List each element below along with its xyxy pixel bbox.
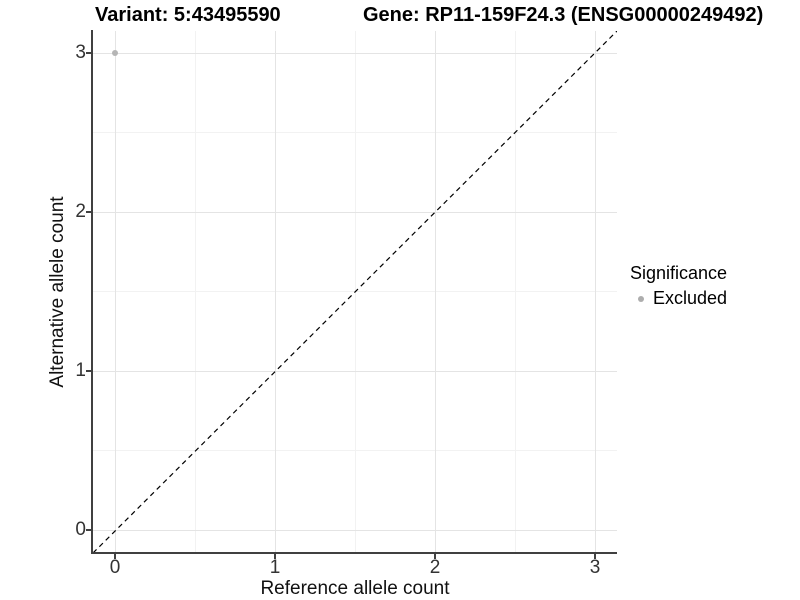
x-tickmark-2 [434,554,436,559]
y-tick-label-1: 1 [75,360,86,381]
x-tickmark-1 [274,554,276,559]
x-tick-label-2: 2 [429,557,441,578]
gridline-y-1 [93,371,617,372]
gridline-x-0 [115,31,116,553]
gridline-x-2 [435,31,436,553]
y-axis-line [91,30,93,554]
gridline-x-2.5 [515,31,516,553]
y-axis-title: Alternative allele count [47,196,68,388]
y-tickmark-1 [86,370,91,372]
gridline-y-3 [93,53,617,54]
legend-item-excluded: Excluded [630,288,727,309]
variant-title: Variant: 5:43495590 [95,4,281,26]
y-tick-label-3: 3 [75,42,86,63]
legend-item-label: Excluded [653,288,728,308]
legend-title: Significance [630,263,728,283]
data-point-excluded [112,50,118,56]
gridline-y-0 [93,530,617,531]
gene-title: Gene: RP11-159F24.3 (ENSG00000249492) [363,4,764,26]
y-tick-label-2: 2 [75,201,86,222]
y-tickmark-0 [86,529,91,531]
x-tickmark-0 [114,554,116,559]
x-tick-label-3: 3 [589,557,601,578]
legend: Significance Excluded [630,263,727,309]
x-tick-label-1: 1 [269,557,281,578]
x-tick-label-0: 0 [109,557,121,578]
gridline-x-1 [275,31,276,553]
x-axis-line [91,552,617,554]
plot-panel [93,31,617,553]
gridline-x-3 [595,31,596,553]
y-tick-label-0: 0 [75,519,86,540]
identity-line [93,31,617,553]
x-tickmark-3 [594,554,596,559]
y-tickmark-2 [86,211,91,213]
gridline-y-2 [93,212,617,213]
y-tickmark-3 [86,52,91,54]
x-axis-title: Reference allele count [260,578,450,599]
excluded-point-icon [638,295,644,302]
gridline-x-0.5 [195,31,196,553]
